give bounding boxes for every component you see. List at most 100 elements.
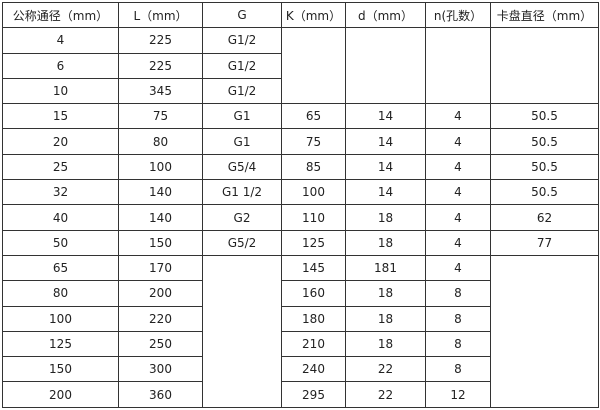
table-row: 200 360 295 22 12: [2, 381, 599, 408]
cell-d: 18: [345, 204, 426, 231]
table-row: 32 140 G1 1/2 100 14 4 50.5: [2, 179, 599, 206]
cell-nominal-diameter: 80: [2, 280, 119, 307]
cell-length-l: 200: [118, 280, 203, 307]
cell-thread-g: G1/2: [202, 27, 282, 54]
table-row: 80 200 160 18 8: [2, 280, 599, 307]
header-row: 公称通径（mm） L（mm） G K（mm） d（mm） n(孔数） 卡盘直径（mm）: [2, 1, 599, 29]
header-thread-g: G: [202, 1, 282, 29]
table-row: 65 170 145 181 4: [2, 254, 599, 408]
cell-length-l: 140: [118, 179, 203, 206]
cell-length-l: 360: [118, 381, 203, 408]
cell-hole-count: 8: [425, 305, 491, 332]
cell-d: 22: [345, 356, 426, 383]
cell-hole-count: 4: [425, 103, 491, 130]
cell-thread-g: G1/2: [202, 52, 282, 79]
cell-hole-count: 4: [425, 153, 491, 181]
table-row: 50 150 G5/2 125 18 4 77: [2, 229, 599, 256]
cell-hole-count: 4: [425, 128, 491, 155]
cell-nominal-diameter: 40: [2, 204, 119, 231]
cell-length-l: 300: [118, 356, 203, 383]
cell-nominal-diameter: 100: [2, 305, 119, 332]
cell-length-l: 170: [118, 254, 203, 282]
cell-thread-g: G5/4: [202, 153, 282, 181]
cell-hole-count: 4: [425, 254, 491, 282]
cell-length-l: 140: [118, 204, 203, 231]
table-row: 15 75 G1 65 14 4 50.5: [2, 103, 599, 130]
cell-thread-g: G1 1/2: [202, 179, 282, 206]
cell-d: 181: [345, 254, 426, 282]
cell-chuck-diameter: [490, 254, 599, 408]
cell-hole-count: 8: [425, 280, 491, 307]
cell-d: 22: [345, 381, 426, 408]
cell-hole-count: 4: [425, 229, 491, 256]
cell-length-l: 220: [118, 305, 203, 332]
cell-k: 240: [281, 356, 346, 383]
cell-length-l: 225: [118, 27, 203, 54]
cell-length-l: 345: [118, 77, 203, 105]
cell-hole-count: 12: [425, 381, 491, 408]
cell-d: 14: [345, 153, 426, 181]
cell-length-l: 80: [118, 128, 203, 155]
cell-k: 295: [281, 381, 346, 408]
cell-length-l: 75: [118, 103, 203, 130]
cell-thread-g: G1: [202, 103, 282, 130]
cell-thread-g: G1: [202, 128, 282, 155]
cell-length-l: 250: [118, 330, 203, 358]
cell-nominal-diameter: 125: [2, 330, 119, 358]
cell-hole-count: 8: [425, 330, 491, 358]
cell-thread-g: G5/2: [202, 229, 282, 256]
cell-d: 14: [345, 179, 426, 206]
cell-chuck-diameter: 62: [490, 204, 599, 231]
cell-k: [281, 27, 346, 105]
header-hole-count: n(孔数）: [425, 1, 491, 29]
cell-length-l: 150: [118, 229, 203, 256]
cell-k: 210: [281, 330, 346, 358]
cell-length-l: 100: [118, 153, 203, 181]
cell-d: 18: [345, 229, 426, 256]
cell-d: 14: [345, 128, 426, 155]
cell-thread-g: G1/2: [202, 77, 282, 105]
cell-thread-g: [202, 254, 282, 408]
header-length-l: L（mm）: [118, 1, 203, 29]
cell-k: 110: [281, 204, 346, 231]
cell-chuck-diameter: 50.5: [490, 103, 599, 130]
cell-hole-count: 8: [425, 356, 491, 383]
cell-d: 18: [345, 280, 426, 307]
cell-d: 18: [345, 305, 426, 332]
header-chuck-diameter: 卡盘直径（mm）: [490, 1, 599, 29]
table-row: 125 250 210 18 8: [2, 330, 599, 358]
cell-k: 100: [281, 179, 346, 206]
table-row: 25 100 G5/4 85 14 4 50.5: [2, 153, 599, 181]
cell-k: 65: [281, 103, 346, 130]
cell-nominal-diameter: 200: [2, 381, 119, 408]
cell-k: 75: [281, 128, 346, 155]
cell-nominal-diameter: 6: [2, 52, 119, 79]
cell-nominal-diameter: 20: [2, 128, 119, 155]
cell-nominal-diameter: 10: [2, 77, 119, 105]
cell-chuck-diameter: 77: [490, 229, 599, 256]
cell-nominal-diameter: 150: [2, 356, 119, 383]
cell-nominal-diameter: 4: [2, 27, 119, 54]
cell-nominal-diameter: 65: [2, 254, 119, 282]
cell-chuck-diameter: 50.5: [490, 128, 599, 155]
cell-chuck-diameter: 50.5: [490, 153, 599, 181]
header-k: K（mm）: [281, 1, 346, 29]
cell-k: 160: [281, 280, 346, 307]
cell-d: [345, 27, 426, 105]
cell-d: 14: [345, 103, 426, 130]
cell-length-l: 225: [118, 52, 203, 79]
cell-nominal-diameter: 15: [2, 103, 119, 130]
header-nominal-diameter: 公称通径（mm）: [2, 1, 119, 29]
cell-thread-g: G2: [202, 204, 282, 231]
cell-hole-count: 4: [425, 179, 491, 206]
cell-k: 125: [281, 229, 346, 256]
cell-nominal-diameter: 50: [2, 229, 119, 256]
table-row: 6 225 G1/2: [2, 52, 599, 79]
cell-k: 180: [281, 305, 346, 332]
cell-chuck-diameter: [490, 27, 599, 105]
cell-d: 18: [345, 330, 426, 358]
table-row: 40 140 G2 110 18 4 62: [2, 204, 599, 231]
table-row: 4 225 G1/2: [2, 27, 599, 105]
header-d: d（mm）: [345, 1, 426, 29]
